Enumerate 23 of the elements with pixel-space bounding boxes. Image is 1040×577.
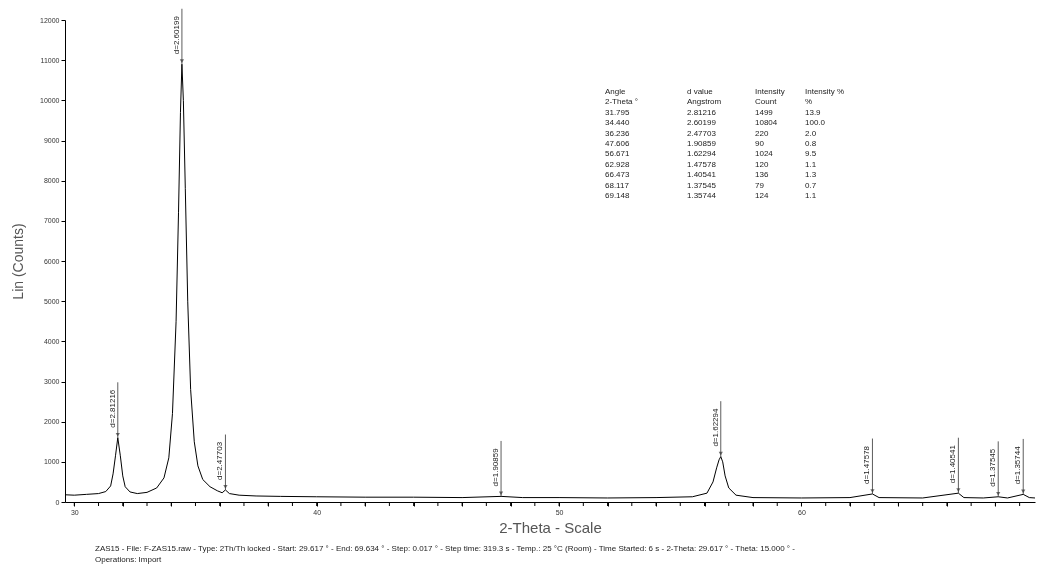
annotation: d=2.60199 — [171, 15, 181, 55]
text: 2-Theta ° Angstrom Count % — [605, 97, 813, 107]
text: 31.795 2.81216 1499 13.9 — [605, 107, 821, 117]
annotation: d=1.35744 — [1013, 445, 1023, 485]
text: Angle d value Intensity Intensity % — [605, 87, 845, 96]
annotation: d=1.40541 — [948, 444, 958, 484]
text: 56.671 1.62294 1024 9.5 — [605, 149, 817, 159]
y-axis-title: Lin (Counts) — [10, 223, 27, 300]
annotation: d=1.90859 — [491, 447, 501, 487]
text: 36.236 2.47703 220 2.0 — [605, 128, 817, 138]
text: 62.928 1.47578 120 1.1 — [605, 159, 817, 169]
text: 66.473 1.40541 136 1.3 — [605, 170, 817, 180]
annotation: d=2.47703 — [215, 441, 225, 480]
text: 34.440 2.60199 10804 100.0 — [605, 118, 826, 128]
text: 69.148 1.35744 124 1.1 — [605, 191, 817, 200]
annotation: d=1.62294 — [710, 408, 720, 447]
annotation: d=1.37545 — [988, 448, 998, 487]
text: 68.117 1.37545 79 0.7 — [605, 180, 817, 190]
annotation: d=1.47578 — [862, 445, 872, 484]
x-axis-title: 2-Theta - Scale — [499, 518, 602, 536]
text: 47.606 1.90859 90 0.8 — [605, 139, 817, 148]
annotation: d=2.81216 — [107, 389, 117, 428]
text: ZAS15 - File: F-ZAS15.raw - Type: 2Th/Th locked - Start: 29.617 ° - End: 69.634 ° - Step: 0.017 ° - Step time: 319.3 s - Temp.: 25 °C (Room) - Time Started: 6 s - 2-Theta: 29.617 ° - Theta: 15.000 ° - Operations: Import — [95, 544, 796, 564]
